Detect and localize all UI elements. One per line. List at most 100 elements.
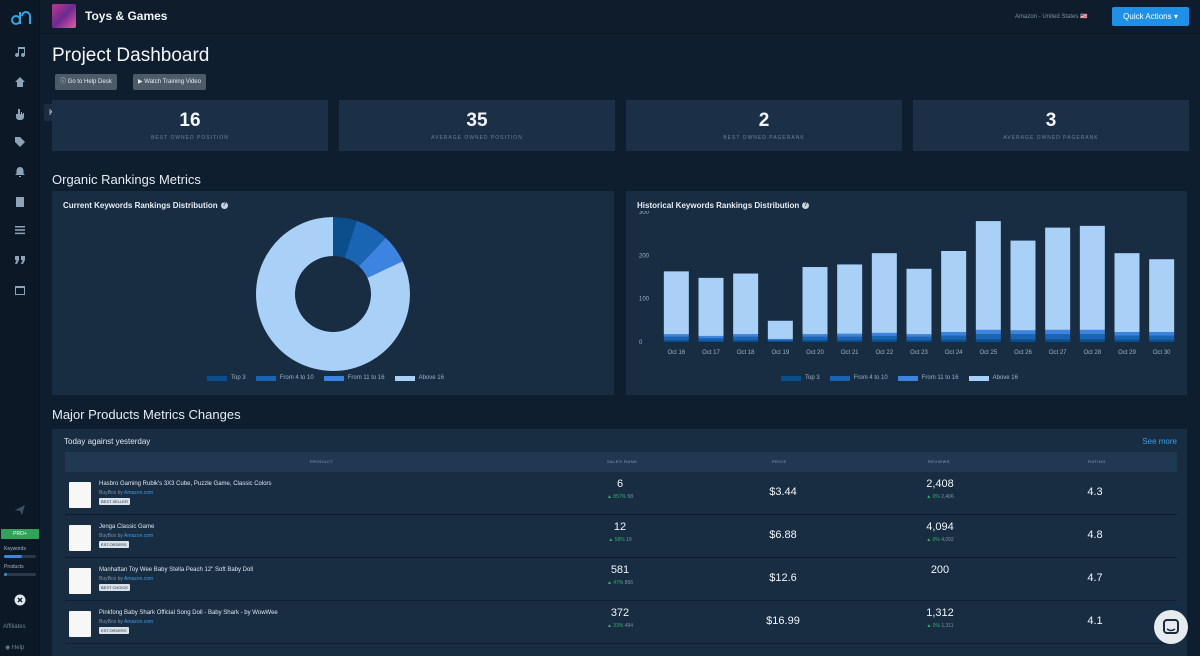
legend-item[interactable]: From 4 to 10 xyxy=(829,375,888,381)
seller-link[interactable]: Amazon.com xyxy=(124,490,154,496)
bar-segment[interactable] xyxy=(837,340,863,342)
bar-segment[interactable] xyxy=(871,253,897,333)
product-image[interactable] xyxy=(69,568,91,594)
bar-segment[interactable] xyxy=(871,335,897,340)
bar-segment[interactable] xyxy=(837,336,863,341)
bar-segment[interactable] xyxy=(941,335,967,340)
column-header[interactable]: Sales Rank xyxy=(607,459,638,464)
list-icon[interactable] xyxy=(12,222,28,238)
legend-item[interactable]: Above 16 xyxy=(968,375,1018,381)
calendar-icon[interactable] xyxy=(12,282,28,298)
document-icon[interactable] xyxy=(12,194,28,210)
keywords-icon[interactable] xyxy=(12,106,28,122)
bar-segment[interactable] xyxy=(1079,339,1105,342)
bell-icon[interactable] xyxy=(12,164,28,180)
bar-segment[interactable] xyxy=(1114,339,1140,342)
product-name[interactable]: Pinkfong Baby Shark Official Song Doll -… xyxy=(99,610,278,616)
help-desk-button[interactable]: ⓘ Go to Help Desk xyxy=(55,74,117,90)
column-header[interactable]: Rating xyxy=(1088,459,1106,464)
bar-segment[interactable] xyxy=(1045,339,1071,342)
bar-segment[interactable] xyxy=(663,334,689,337)
bar-segment[interactable] xyxy=(1010,334,1036,340)
bar-segment[interactable] xyxy=(1114,335,1140,340)
donut-slice[interactable] xyxy=(344,220,386,267)
bar-segment[interactable] xyxy=(975,221,1001,330)
tag-icon[interactable] xyxy=(12,134,28,150)
seller-link[interactable]: Amazon.com xyxy=(124,533,154,539)
bar-segment[interactable] xyxy=(663,271,689,335)
send-icon[interactable] xyxy=(12,502,28,518)
bar-segment[interactable] xyxy=(975,334,1001,340)
bar-segment[interactable] xyxy=(837,333,863,337)
donut-slice[interactable] xyxy=(333,217,357,258)
product-image[interactable] xyxy=(69,482,91,508)
bar-segment[interactable] xyxy=(906,268,932,335)
legend-item[interactable]: Above 16 xyxy=(394,375,444,381)
bar-segment[interactable] xyxy=(698,335,724,339)
seller-link[interactable]: Amazon.com xyxy=(124,576,154,582)
legend-item[interactable]: From 4 to 10 xyxy=(255,375,314,381)
column-header[interactable]: Reviews xyxy=(928,459,950,464)
bar-segment[interactable] xyxy=(767,338,793,340)
legend-item[interactable]: From 11 to 16 xyxy=(323,375,385,381)
bar-segment[interactable] xyxy=(1045,227,1071,330)
bar-segment[interactable] xyxy=(1149,259,1175,333)
bar-segment[interactable] xyxy=(767,341,793,342)
logo-icon[interactable] xyxy=(9,8,31,28)
bar-segment[interactable] xyxy=(802,336,828,341)
bar-segment[interactable] xyxy=(871,339,897,342)
bar-segment[interactable] xyxy=(1045,329,1071,335)
product-image[interactable] xyxy=(69,611,91,637)
bar-segment[interactable] xyxy=(1114,332,1140,336)
bar-segment[interactable] xyxy=(1149,332,1175,336)
table-row[interactable]: Hasbro Gaming Rubik's 3X3 Cube, Puzzle G… xyxy=(65,474,1177,515)
help-link[interactable]: ◉ Help xyxy=(5,645,25,651)
bar-segment[interactable] xyxy=(767,320,793,339)
bar-segment[interactable] xyxy=(837,264,863,334)
bar-segment[interactable] xyxy=(1010,339,1036,342)
bar-segment[interactable] xyxy=(1149,335,1175,340)
table-row[interactable]: Jenga Classic Game BuyBox by Amazon.com ES… xyxy=(65,517,1177,558)
legend-item[interactable]: Top 3 xyxy=(207,375,246,381)
bar-segment[interactable] xyxy=(1010,330,1036,335)
bar-segment[interactable] xyxy=(1045,334,1071,340)
donut-help-icon[interactable]: ? xyxy=(220,202,228,210)
training-video-button[interactable]: ▶ Watch Training Video xyxy=(133,74,206,90)
quick-actions-button[interactable]: Quick Actions ▾ xyxy=(1112,7,1189,26)
bar-segment[interactable] xyxy=(767,339,793,342)
bar-segment[interactable] xyxy=(1010,240,1036,331)
marketplace-selector[interactable]: Amazon - United States 🇺🇸 xyxy=(1015,14,1088,20)
table-row[interactable]: Pinkfong Baby Shark Official Song Doll -… xyxy=(65,603,1177,644)
bar-segment[interactable] xyxy=(802,267,828,335)
bar-segment[interactable] xyxy=(663,336,689,341)
bar-segment[interactable] xyxy=(733,336,759,341)
product-name[interactable]: Manhattan Toy Wee Baby Stella Peach 12" … xyxy=(99,567,253,573)
bar-segment[interactable] xyxy=(975,339,1001,342)
bar-segment[interactable] xyxy=(802,340,828,342)
chat-button[interactable] xyxy=(1154,610,1188,644)
bar-segment[interactable] xyxy=(941,339,967,342)
bar-segment[interactable] xyxy=(906,340,932,342)
donut-slice[interactable] xyxy=(255,217,410,371)
bar-segment[interactable] xyxy=(733,334,759,337)
bar-segment[interactable] xyxy=(1079,329,1105,335)
product-name[interactable]: Hasbro Gaming Rubik's 3X3 Cube, Puzzle G… xyxy=(99,481,272,487)
product-image[interactable] xyxy=(69,525,91,551)
bar-segment[interactable] xyxy=(733,340,759,342)
product-name[interactable]: Jenga Classic Game xyxy=(99,524,155,530)
bar-segment[interactable] xyxy=(906,336,932,341)
bar-segment[interactable] xyxy=(698,338,724,341)
bar-segment[interactable] xyxy=(975,329,1001,335)
bar-segment[interactable] xyxy=(733,273,759,335)
quote-icon[interactable] xyxy=(12,252,28,268)
seller-link[interactable]: Amazon.com xyxy=(124,619,154,625)
see-more-link[interactable]: See more xyxy=(1142,437,1177,446)
bar-segment[interactable] xyxy=(1149,339,1175,342)
donut-slice[interactable] xyxy=(359,237,403,278)
music-icon[interactable] xyxy=(12,44,28,60)
column-header[interactable]: Product xyxy=(310,459,334,464)
bar-segment[interactable] xyxy=(906,334,932,337)
home-icon[interactable] xyxy=(12,74,28,90)
bar-segment[interactable] xyxy=(802,334,828,337)
legend-item[interactable]: Top 3 xyxy=(781,375,820,381)
